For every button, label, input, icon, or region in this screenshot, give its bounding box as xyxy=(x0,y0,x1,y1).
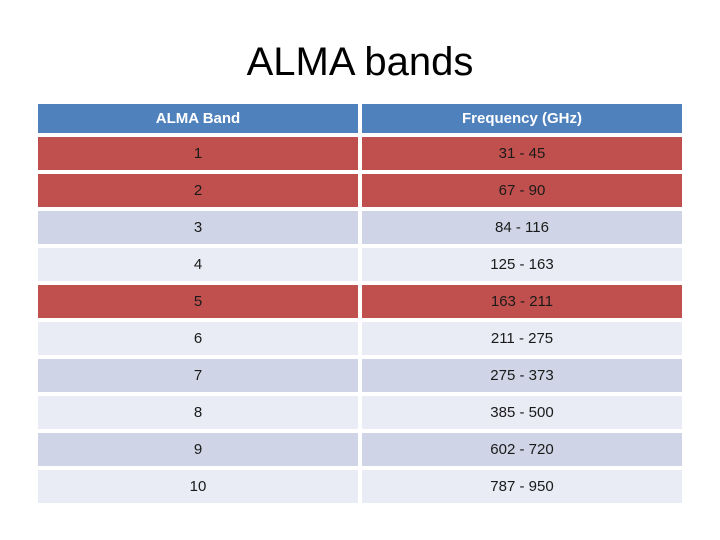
cell-band: 6 xyxy=(34,318,362,359)
table-row: 9 602 - 720 xyxy=(34,429,686,470)
column-header-alma-band: ALMA Band xyxy=(34,100,362,137)
cell-frequency: 787 - 950 xyxy=(358,466,686,507)
table-row: 4 125 - 163 xyxy=(34,244,686,285)
cell-frequency: 125 - 163 xyxy=(358,244,686,285)
table-header: ALMA Band Frequency (GHz) xyxy=(34,100,686,137)
cell-frequency: 211 - 275 xyxy=(358,318,686,359)
table-row: 6 211 - 275 xyxy=(34,318,686,359)
table-row: 1 31 - 45 xyxy=(34,133,686,174)
cell-frequency: 602 - 720 xyxy=(358,429,686,470)
cell-band: 8 xyxy=(34,392,362,433)
cell-band: 9 xyxy=(34,429,362,470)
cell-band: 5 xyxy=(34,281,362,322)
cell-band: 1 xyxy=(34,133,362,174)
cell-band: 4 xyxy=(34,244,362,285)
table-row: 2 67 - 90 xyxy=(34,170,686,211)
cell-frequency: 385 - 500 xyxy=(358,392,686,433)
table-row: 10 787 - 950 xyxy=(34,466,686,507)
cell-frequency: 275 - 373 xyxy=(358,355,686,396)
table-row: 3 84 - 116 xyxy=(34,207,686,248)
cell-frequency: 67 - 90 xyxy=(358,170,686,211)
cell-frequency: 84 - 116 xyxy=(358,207,686,248)
cell-band: 7 xyxy=(34,355,362,396)
cell-frequency: 31 - 45 xyxy=(358,133,686,174)
alma-bands-table: ALMA Band Frequency (GHz) 1 31 - 45 2 67… xyxy=(34,100,686,507)
table-row: 5 163 - 211 xyxy=(34,281,686,322)
column-header-frequency: Frequency (GHz) xyxy=(358,100,686,137)
slide-title: ALMA bands xyxy=(246,40,474,84)
cell-band: 10 xyxy=(34,466,362,507)
table-row: 8 385 - 500 xyxy=(34,392,686,433)
cell-band: 2 xyxy=(34,170,362,211)
cell-frequency: 163 - 211 xyxy=(358,281,686,322)
table-header-row: ALMA Band Frequency (GHz) xyxy=(34,100,686,137)
cell-band: 3 xyxy=(34,207,362,248)
table-body: 1 31 - 45 2 67 - 90 3 84 - 116 4 125 - 1… xyxy=(34,133,686,507)
table-row: 7 275 - 373 xyxy=(34,355,686,396)
